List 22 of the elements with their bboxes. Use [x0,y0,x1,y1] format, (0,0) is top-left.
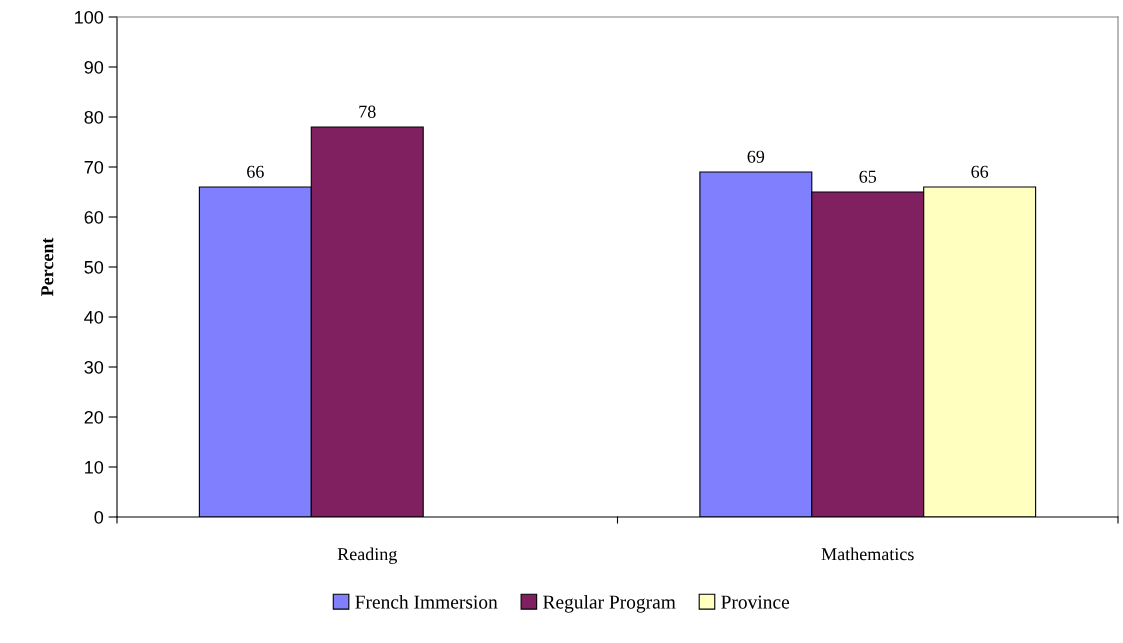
legend-label: French Immersion [355,594,498,609]
y-tick-label: 60 [84,210,104,224]
y-tick-label: 20 [84,410,104,424]
data-label: 69 [747,150,765,163]
legend-label: Regular Program [543,594,676,613]
x-tick-label: Reading [337,547,397,564]
data-label: 66 [971,165,989,178]
y-tick-label: 40 [84,310,104,324]
y-tick-label: 80 [84,110,104,124]
y-tick-label: 10 [85,460,104,474]
data-label: 65 [859,170,877,183]
data-label: 78 [359,105,376,118]
y-tick-label: 70 [84,160,104,174]
y-tick-label: 30 [84,360,104,374]
data-label: 66 [247,165,264,178]
x-tick-label: Mathematics [821,547,914,561]
y-tick-label: 0 [94,510,104,524]
y-tick-label: 90 [84,60,104,74]
y-tick-label: 50 [84,260,104,274]
y-tick-label: 100 [75,10,104,24]
legend-label: Province [721,595,790,609]
y-axis-title: Percent [41,237,54,297]
